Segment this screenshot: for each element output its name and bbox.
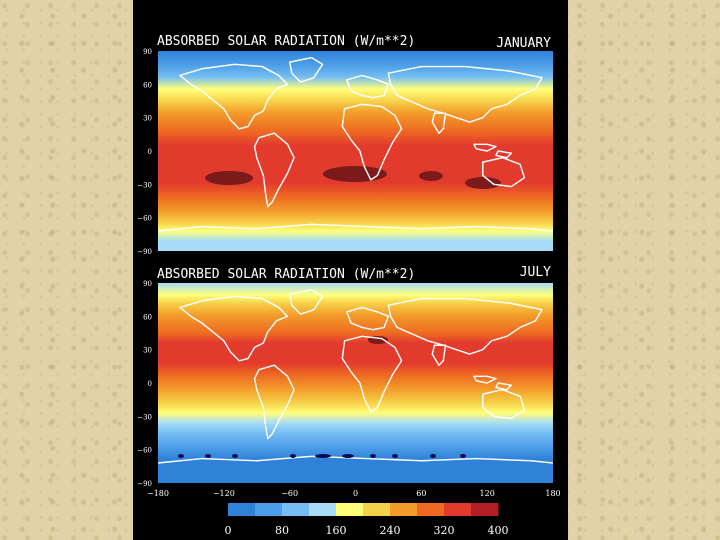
- colorbar-swatch: [471, 503, 499, 516]
- panel-july: ABSORBED SOLAR RADIATION (W/m**2) JULY: [157, 265, 553, 483]
- colorbar-swatch: [282, 503, 310, 516]
- colorbar-label: 240: [380, 524, 401, 537]
- lat-tick-label: 90: [143, 280, 152, 288]
- lon-tick-label: −180: [147, 489, 169, 498]
- panel-january-month: JANUARY: [496, 36, 551, 51]
- colorbar-swatch: [417, 503, 445, 516]
- lon-tick-label: 180: [545, 489, 560, 498]
- lon-tick-label: −60: [281, 489, 298, 498]
- lat-tick-label: 30: [143, 347, 152, 355]
- lat-tick-label: 30: [143, 115, 152, 123]
- lat-tick-label: 60: [143, 313, 152, 321]
- july-polar-dots: [178, 454, 466, 458]
- january-maxima: [205, 166, 501, 189]
- colorbar-label: 400: [488, 524, 509, 537]
- colorbar-swatch: [390, 503, 418, 516]
- panel-july-title: ABSORBED SOLAR RADIATION (W/m**2): [157, 267, 415, 282]
- july-field: [158, 283, 553, 483]
- colorbar-swatch: [363, 503, 391, 516]
- lat-tick-label: −90: [137, 480, 152, 488]
- lat-tick-label: 60: [143, 81, 152, 89]
- colorbar-swatch: [336, 503, 364, 516]
- panel-july-month: JULY: [520, 265, 551, 280]
- colorbar-swatch: [255, 503, 283, 516]
- panel-january-title: ABSORBED SOLAR RADIATION (W/m**2): [157, 34, 415, 49]
- colorbar-swatch: [309, 503, 337, 516]
- colorbar-label: 80: [275, 524, 289, 537]
- january-field: [158, 51, 553, 251]
- colorbar-label: 320: [434, 524, 455, 537]
- lon-tick-label: 60: [416, 489, 426, 498]
- radiation-figure: ABSORBED SOLAR RADIATION (W/m**2) JANUAR…: [137, 34, 560, 537]
- lat-tick-label: −30: [137, 181, 152, 189]
- colorbar-label: 0: [225, 524, 232, 537]
- colorbar-swatch: [228, 503, 256, 516]
- lat-tick-label: 90: [143, 48, 152, 56]
- lon-tick-label: 120: [480, 489, 495, 498]
- colorbar: 0 80 160 240 320 400: [225, 503, 509, 537]
- lat-tick-label: 0: [148, 148, 152, 156]
- lat-tick-label: −30: [137, 413, 152, 421]
- lon-tick-label: 0: [353, 489, 358, 498]
- lat-tick-label: −90: [137, 248, 152, 256]
- colorbar-swatch: [444, 503, 472, 516]
- lat-tick-label: −60: [137, 215, 152, 223]
- colorbar-label: 160: [326, 524, 347, 537]
- slide-panel: ABSORBED SOLAR RADIATION (W/m**2) JANUAR…: [133, 0, 568, 540]
- lat-tick-label: −60: [137, 447, 152, 455]
- panel-january: ABSORBED SOLAR RADIATION (W/m**2) JANUAR…: [157, 34, 553, 251]
- lat-tick-label: 0: [148, 380, 152, 388]
- lon-tick-label: −120: [213, 489, 235, 498]
